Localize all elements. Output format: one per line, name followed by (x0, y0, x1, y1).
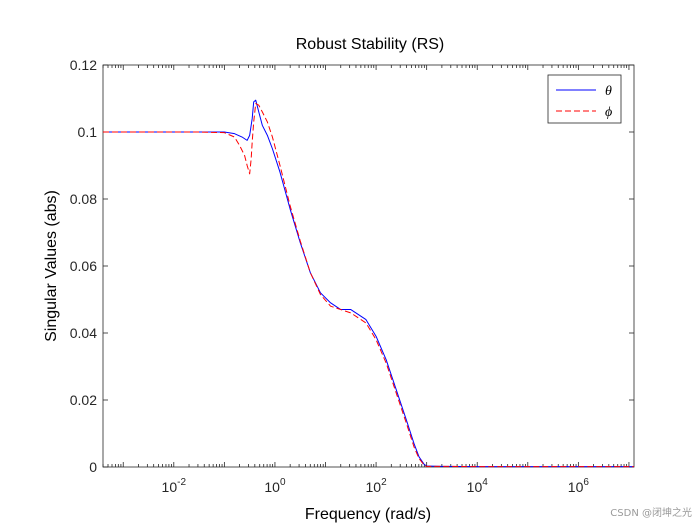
y-axis: 0 0.02 0.04 0.06 0.08 0.1 0.12 (70, 57, 634, 475)
y-tick-label: 0.08 (70, 191, 97, 207)
y-tick-label: 0.12 (70, 57, 97, 73)
legend: θ ϕ (547, 74, 622, 124)
series-line-1 (103, 103, 634, 468)
plot-area (102, 64, 635, 468)
y-tick-label: 0.1 (78, 124, 98, 140)
x-tick-label: 10-2 (162, 477, 187, 495)
series-layer (103, 99, 634, 468)
y-axis-label: Singular Values (abs) (43, 190, 60, 342)
y-tick-label: 0.04 (70, 325, 97, 341)
y-tick-label: 0 (89, 459, 97, 475)
x-tick-label: 106 (568, 477, 590, 495)
y-tick-label: 0.06 (70, 258, 97, 274)
legend-box (547, 74, 622, 124)
x-axis-label: Frequency (rad/s) (305, 506, 431, 523)
y-tick-label: 0.02 (70, 392, 97, 408)
chart-title: Robust Stability (RS) (296, 36, 445, 53)
x-tick-label: 100 (264, 477, 286, 495)
x-axis: 10-2 100 102 104 106 (102, 65, 630, 495)
watermark: CSDN @闭坤之光 (610, 506, 692, 519)
legend-label-phi: ϕ (605, 105, 612, 120)
legend-label-theta: θ (605, 84, 612, 99)
x-tick-label: 102 (366, 477, 388, 495)
x-tick-label: 104 (467, 477, 489, 495)
